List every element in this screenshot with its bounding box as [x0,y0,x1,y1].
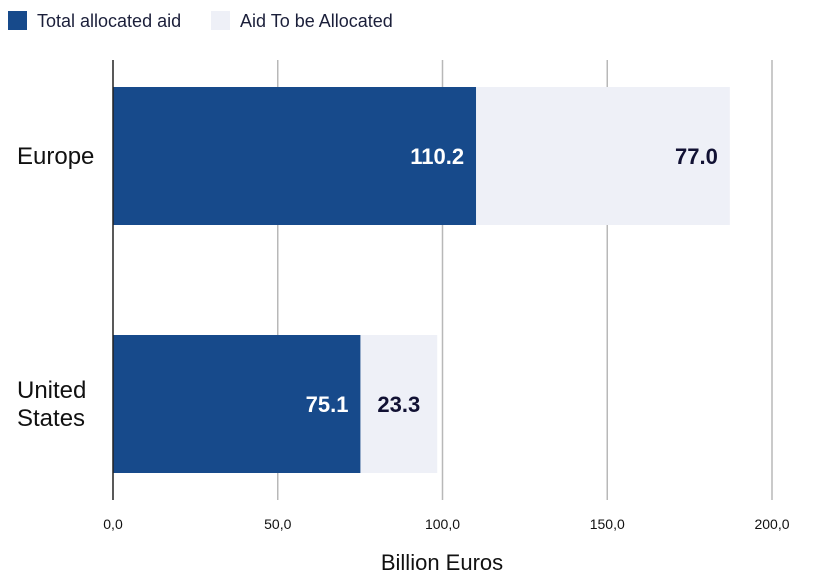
legend-label-allocated: Total allocated aid [37,11,181,31]
bar-to-be-allocated-0 [476,87,730,225]
x-tick-label: 100,0 [425,516,460,532]
x-tick-label: 150,0 [590,516,625,532]
data-label: 110.2 [410,144,464,169]
bars [113,87,730,473]
bar-allocated-1 [113,335,361,473]
bar-allocated-0 [113,87,477,225]
data-label: 75.1 [306,392,349,417]
data-label: 77.0 [675,144,718,169]
labels: 110.2 77.0 Europe 75.1 23.3 United States [17,143,718,432]
x-axis: 0,0 50,0 100,0 150,0 200,0 Billion Euros [103,60,790,575]
category-label: Europe [17,143,94,170]
x-tick-label: 200,0 [754,516,789,532]
legend: Total allocated aid Aid To be Allocated [8,11,393,31]
x-tick-label: 0,0 [103,516,123,532]
x-axis-title: Billion Euros [381,550,503,575]
x-tick-label: 50,0 [264,516,291,532]
legend-label-to-be-allocated: Aid To be Allocated [240,11,393,31]
category-label: United States [17,377,86,432]
bar-to-be-allocated-1 [360,335,438,473]
legend-swatch-allocated [8,11,27,30]
data-label: 23.3 [377,392,420,417]
legend-swatch-to-be-allocated [211,11,230,30]
